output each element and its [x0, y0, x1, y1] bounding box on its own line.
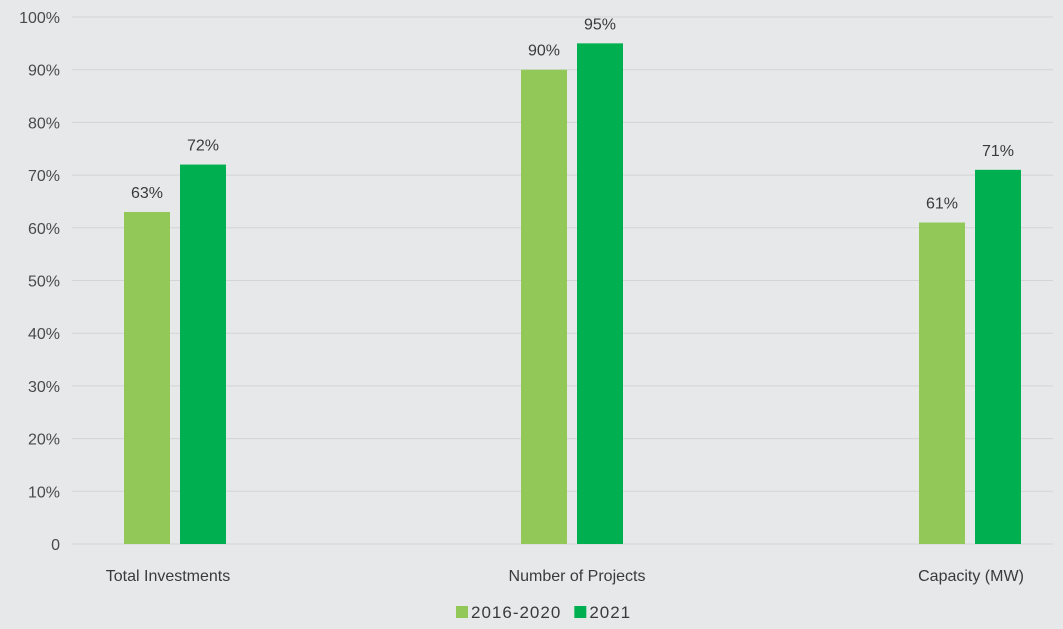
bar [577, 43, 623, 544]
y-tick-label: 70% [28, 168, 60, 185]
y-tick-label: 0 [51, 537, 60, 554]
y-tick-label: 100% [19, 10, 60, 27]
data-label: 72% [187, 138, 219, 155]
bars [124, 43, 1021, 545]
legend-swatch [574, 606, 587, 618]
data-label: 95% [584, 16, 616, 33]
bar [521, 69, 567, 544]
y-tick-label: 80% [28, 115, 60, 132]
y-tick-label: 10% [28, 484, 60, 501]
y-tick-label: 90% [28, 63, 60, 80]
y-tick-label: 20% [28, 432, 60, 449]
category-label: Total Investments [106, 568, 231, 585]
x-axis-categories: Total Investments Number of Projects Capac… [106, 568, 1024, 585]
legend-label: 2021 [589, 603, 631, 622]
category-label: Capacity (MW) [918, 568, 1024, 585]
bar [180, 164, 226, 544]
data-label: 71% [982, 143, 1014, 160]
y-axis-ticks: 0 10% 20% 30% 40% 50% 60% 70% 80% 90% 100% [19, 10, 60, 554]
y-tick-label: 60% [28, 221, 60, 238]
data-label: 63% [131, 185, 163, 202]
legend-label: 2016-2020 [471, 603, 561, 622]
bar [919, 222, 965, 544]
category-label: Number of Projects [509, 568, 646, 585]
y-tick-label: 30% [28, 379, 60, 396]
legend: 2016-2020 2021 [456, 603, 631, 622]
data-label: 61% [926, 196, 958, 213]
y-tick-label: 50% [28, 274, 60, 291]
bar [124, 211, 170, 545]
data-labels: 63% 72% 90% 95% 61% 71% [131, 16, 1014, 212]
legend-swatch [456, 606, 468, 618]
bar [975, 169, 1021, 544]
y-tick-label: 40% [28, 326, 60, 343]
data-label: 90% [528, 43, 560, 60]
